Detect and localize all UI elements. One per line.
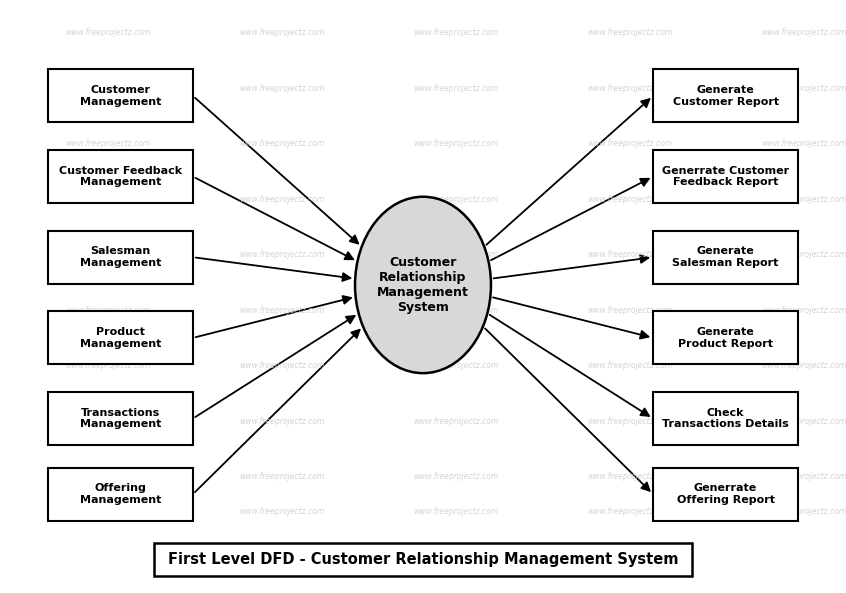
Text: www.freeprojectz.com: www.freeprojectz.com bbox=[588, 305, 673, 315]
Text: www.freeprojectz.com: www.freeprojectz.com bbox=[761, 139, 846, 148]
Text: www.freeprojectz.com: www.freeprojectz.com bbox=[414, 472, 499, 481]
Text: www.freeprojectz.com: www.freeprojectz.com bbox=[239, 139, 325, 148]
Text: www.freeprojectz.com: www.freeprojectz.com bbox=[239, 28, 325, 37]
Text: www.freeprojectz.com: www.freeprojectz.com bbox=[588, 195, 673, 204]
Text: www.freeprojectz.com: www.freeprojectz.com bbox=[414, 195, 499, 204]
Text: www.freeprojectz.com: www.freeprojectz.com bbox=[239, 250, 325, 259]
Text: Salesman
Management: Salesman Management bbox=[80, 247, 161, 268]
Text: www.freeprojectz.com: www.freeprojectz.com bbox=[239, 416, 325, 426]
Text: www.freeprojectz.com: www.freeprojectz.com bbox=[588, 28, 673, 37]
Text: www.freeprojectz.com: www.freeprojectz.com bbox=[588, 139, 673, 148]
Text: www.freeprojectz.com: www.freeprojectz.com bbox=[761, 507, 846, 517]
Text: www.freeprojectz.com: www.freeprojectz.com bbox=[65, 84, 151, 93]
Text: www.freeprojectz.com: www.freeprojectz.com bbox=[761, 250, 846, 259]
Text: Generate
Customer Report: Generate Customer Report bbox=[673, 85, 778, 107]
Text: www.freeprojectz.com: www.freeprojectz.com bbox=[414, 139, 499, 148]
Text: www.freeprojectz.com: www.freeprojectz.com bbox=[761, 195, 846, 204]
Text: Product
Management: Product Management bbox=[80, 327, 161, 349]
Text: Offering
Management: Offering Management bbox=[80, 483, 161, 505]
Bar bbox=[153, 543, 692, 576]
Text: First Level DFD - Customer Relationship Management System: First Level DFD - Customer Relationship … bbox=[168, 552, 678, 567]
Text: www.freeprojectz.com: www.freeprojectz.com bbox=[588, 84, 673, 93]
Text: www.freeprojectz.com: www.freeprojectz.com bbox=[414, 250, 499, 259]
Text: www.freeprojectz.com: www.freeprojectz.com bbox=[414, 84, 499, 93]
Text: www.freeprojectz.com: www.freeprojectz.com bbox=[65, 139, 151, 148]
Text: www.freeprojectz.com: www.freeprojectz.com bbox=[761, 84, 846, 93]
Text: www.freeprojectz.com: www.freeprojectz.com bbox=[65, 28, 151, 37]
Bar bbox=[653, 392, 798, 445]
Text: www.freeprojectz.com: www.freeprojectz.com bbox=[239, 361, 325, 370]
Text: www.freeprojectz.com: www.freeprojectz.com bbox=[761, 416, 846, 426]
Text: Generate
Salesman Report: Generate Salesman Report bbox=[673, 247, 779, 268]
Bar bbox=[653, 311, 798, 364]
Text: www.freeprojectz.com: www.freeprojectz.com bbox=[65, 250, 151, 259]
Text: www.freeprojectz.com: www.freeprojectz.com bbox=[414, 416, 499, 426]
Text: www.freeprojectz.com: www.freeprojectz.com bbox=[414, 361, 499, 370]
Text: www.freeprojectz.com: www.freeprojectz.com bbox=[588, 361, 673, 370]
Bar bbox=[653, 468, 798, 521]
Text: www.freeprojectz.com: www.freeprojectz.com bbox=[761, 28, 846, 37]
Text: www.freeprojectz.com: www.freeprojectz.com bbox=[65, 416, 151, 426]
Text: www.freeprojectz.com: www.freeprojectz.com bbox=[65, 361, 151, 370]
Text: www.freeprojectz.com: www.freeprojectz.com bbox=[65, 507, 151, 517]
Text: www.freeprojectz.com: www.freeprojectz.com bbox=[414, 28, 499, 37]
Text: Generrate Customer
Feedback Report: Generrate Customer Feedback Report bbox=[662, 166, 789, 187]
Text: Generrate
Offering Report: Generrate Offering Report bbox=[677, 483, 775, 505]
Text: Generate
Product Report: Generate Product Report bbox=[678, 327, 773, 349]
Bar bbox=[48, 231, 193, 283]
Bar bbox=[48, 392, 193, 445]
Text: www.freeprojectz.com: www.freeprojectz.com bbox=[239, 472, 325, 481]
Bar bbox=[48, 311, 193, 364]
Text: www.freeprojectz.com: www.freeprojectz.com bbox=[761, 361, 846, 370]
Text: www.freeprojectz.com: www.freeprojectz.com bbox=[414, 507, 499, 517]
Text: www.freeprojectz.com: www.freeprojectz.com bbox=[239, 507, 325, 517]
Text: www.freeprojectz.com: www.freeprojectz.com bbox=[414, 305, 499, 315]
Text: www.freeprojectz.com: www.freeprojectz.com bbox=[65, 472, 151, 481]
Text: Customer
Relationship
Management
System: Customer Relationship Management System bbox=[377, 256, 469, 314]
Text: www.freeprojectz.com: www.freeprojectz.com bbox=[239, 305, 325, 315]
Bar bbox=[653, 150, 798, 203]
Text: www.freeprojectz.com: www.freeprojectz.com bbox=[65, 305, 151, 315]
Text: www.freeprojectz.com: www.freeprojectz.com bbox=[588, 250, 673, 259]
Text: Customer
Management: Customer Management bbox=[80, 85, 161, 107]
Bar bbox=[48, 150, 193, 203]
Text: Customer Feedback
Management: Customer Feedback Management bbox=[59, 166, 182, 187]
Bar bbox=[653, 69, 798, 122]
Text: www.freeprojectz.com: www.freeprojectz.com bbox=[65, 195, 151, 204]
Text: www.freeprojectz.com: www.freeprojectz.com bbox=[588, 416, 673, 426]
Ellipse shape bbox=[355, 197, 491, 373]
Text: Check
Transactions Details: Check Transactions Details bbox=[662, 408, 789, 429]
Text: Transactions
Management: Transactions Management bbox=[80, 408, 161, 429]
Text: www.freeprojectz.com: www.freeprojectz.com bbox=[588, 507, 673, 517]
Text: www.freeprojectz.com: www.freeprojectz.com bbox=[239, 84, 325, 93]
Text: www.freeprojectz.com: www.freeprojectz.com bbox=[239, 195, 325, 204]
Bar bbox=[48, 468, 193, 521]
Text: www.freeprojectz.com: www.freeprojectz.com bbox=[761, 305, 846, 315]
Text: www.freeprojectz.com: www.freeprojectz.com bbox=[588, 472, 673, 481]
Bar bbox=[48, 69, 193, 122]
Bar bbox=[653, 231, 798, 283]
Text: www.freeprojectz.com: www.freeprojectz.com bbox=[761, 472, 846, 481]
